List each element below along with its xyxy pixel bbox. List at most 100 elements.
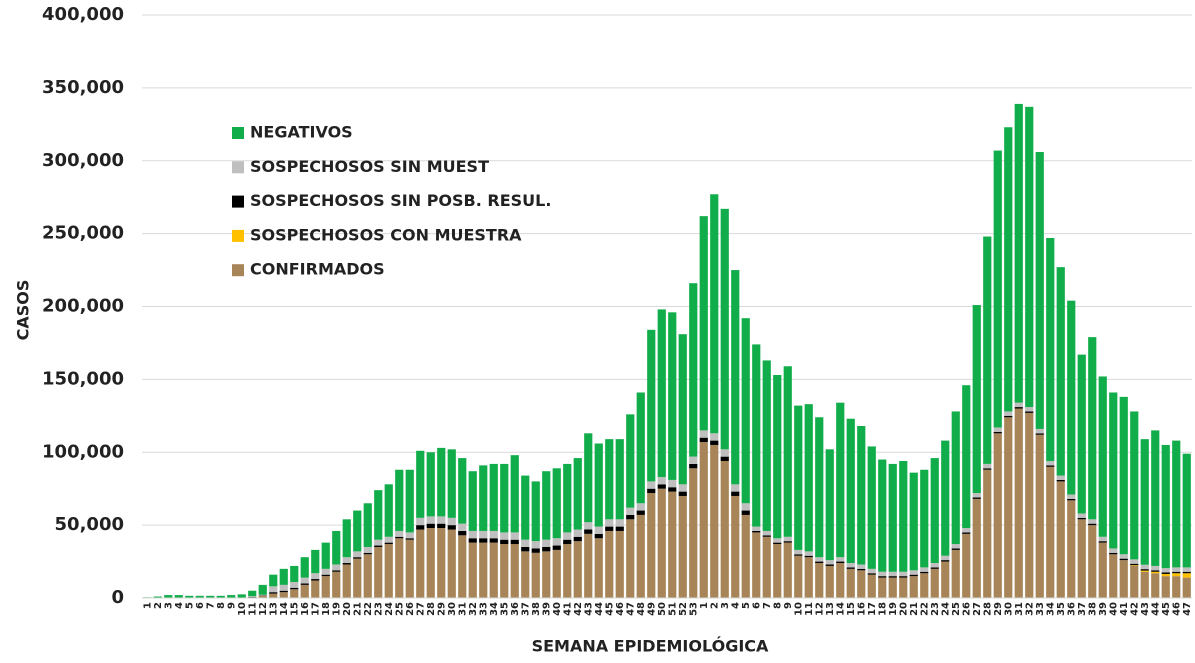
x-tick-label: 15 bbox=[846, 602, 857, 616]
bar-segment bbox=[290, 566, 298, 582]
bar-segment bbox=[427, 516, 435, 523]
bar-segment bbox=[1015, 409, 1023, 598]
x-tick-label: 23 bbox=[930, 602, 941, 616]
x-tick-label: 28 bbox=[426, 602, 437, 616]
x-tick-label: 43 bbox=[583, 602, 594, 616]
bar-segment bbox=[952, 411, 960, 544]
bar-segment bbox=[374, 546, 382, 547]
bar-segment bbox=[794, 556, 802, 598]
x-tick-label: 45 bbox=[604, 602, 615, 616]
bar-segment bbox=[889, 578, 897, 598]
bar-segment bbox=[458, 535, 466, 598]
x-tick-label: 2 bbox=[709, 602, 720, 609]
bar-segment bbox=[668, 492, 676, 598]
x-tick-label: 41 bbox=[1119, 602, 1130, 616]
bar-segment bbox=[626, 515, 634, 519]
y-tick-label: 100,000 bbox=[42, 441, 124, 462]
x-tick-label: 39 bbox=[541, 602, 552, 616]
bar-segment bbox=[658, 309, 666, 477]
bar-segment bbox=[983, 237, 991, 464]
bar-segment bbox=[826, 566, 834, 598]
bar-segment bbox=[920, 573, 928, 598]
bar-segment bbox=[910, 473, 918, 571]
x-tick-label: 40 bbox=[1108, 602, 1119, 616]
x-tick-label: 27 bbox=[972, 602, 983, 616]
bar-segment bbox=[752, 527, 760, 531]
bar-segment bbox=[647, 489, 655, 493]
bar-segment bbox=[637, 503, 645, 510]
bar-segment bbox=[595, 444, 603, 527]
bar-segment bbox=[794, 550, 802, 554]
bar-segment bbox=[616, 531, 624, 598]
x-tick-label: 17 bbox=[310, 602, 321, 616]
x-tick-label: 47 bbox=[625, 602, 636, 616]
bar-segment bbox=[1162, 574, 1170, 576]
bar-segment bbox=[1099, 537, 1107, 541]
bar-segment bbox=[773, 375, 781, 538]
bar-segment bbox=[332, 570, 340, 571]
x-tick-label: 29 bbox=[436, 602, 447, 616]
bar-segment bbox=[1057, 476, 1065, 480]
bar-segment bbox=[647, 481, 655, 488]
x-tick-label: 26 bbox=[405, 602, 416, 616]
bar-segment bbox=[752, 531, 760, 532]
bar-segment bbox=[469, 543, 477, 598]
bar-segment bbox=[742, 318, 750, 503]
bar-segment bbox=[700, 438, 708, 442]
bar-segment bbox=[668, 487, 676, 491]
bar-segment bbox=[847, 569, 855, 598]
x-tick-label: 44 bbox=[1150, 602, 1161, 616]
bar-segment bbox=[836, 562, 844, 563]
bar-segment bbox=[731, 270, 739, 484]
x-tick-label: 53 bbox=[688, 602, 699, 616]
bar-segment bbox=[668, 312, 676, 480]
bar-segment bbox=[941, 560, 949, 561]
bar-segment bbox=[542, 547, 550, 551]
bar-segment bbox=[857, 569, 865, 570]
bar-segment bbox=[857, 564, 865, 568]
bar-segment bbox=[1036, 435, 1044, 598]
bar-segment bbox=[311, 581, 319, 598]
bar-segment bbox=[931, 458, 939, 563]
bar-segment bbox=[416, 518, 424, 525]
bar-segment bbox=[731, 484, 739, 491]
bar-segment bbox=[511, 532, 519, 539]
x-tick-label: 43 bbox=[1140, 602, 1151, 616]
x-tick-label: 35 bbox=[499, 602, 510, 616]
bar-segment bbox=[521, 547, 529, 551]
bar-segment bbox=[931, 567, 939, 568]
bar-segment bbox=[878, 576, 886, 577]
x-tick-label: 12 bbox=[814, 602, 825, 616]
bar-segment bbox=[343, 557, 351, 563]
x-tick-label: 19 bbox=[331, 602, 342, 616]
bar-segment bbox=[448, 449, 456, 518]
bar-segment bbox=[616, 527, 624, 531]
bar-segment bbox=[1088, 337, 1096, 519]
x-tick-label: 46 bbox=[615, 602, 626, 616]
bar-segment bbox=[1078, 355, 1086, 514]
x-tick-label: 8 bbox=[216, 602, 227, 609]
legend-swatch bbox=[232, 161, 244, 173]
x-tick-label: 9 bbox=[226, 602, 237, 609]
bar-segment bbox=[763, 531, 771, 535]
bar-segment bbox=[941, 562, 949, 598]
bar-segment bbox=[710, 194, 718, 433]
bar-segment bbox=[721, 461, 729, 598]
x-axis-title: SEMANA EPIDEMIOLÓGICA bbox=[532, 637, 769, 656]
x-tick-label: 30 bbox=[447, 602, 458, 616]
bar-segment bbox=[437, 524, 445, 528]
legend-swatch bbox=[232, 264, 244, 276]
bar-segment bbox=[647, 493, 655, 598]
x-tick-label: 38 bbox=[1087, 602, 1098, 616]
bar-segment bbox=[836, 403, 844, 557]
bar-segment bbox=[1067, 500, 1075, 598]
bar-segment bbox=[857, 570, 865, 598]
bar-segment bbox=[700, 430, 708, 437]
bar-segment bbox=[322, 569, 330, 575]
bar-segment bbox=[1120, 397, 1128, 554]
bar-segment bbox=[899, 576, 907, 577]
bar-segment bbox=[332, 564, 340, 570]
bar-segment bbox=[416, 451, 424, 518]
bar-segment bbox=[1025, 411, 1033, 412]
bar-segment bbox=[1057, 481, 1065, 598]
